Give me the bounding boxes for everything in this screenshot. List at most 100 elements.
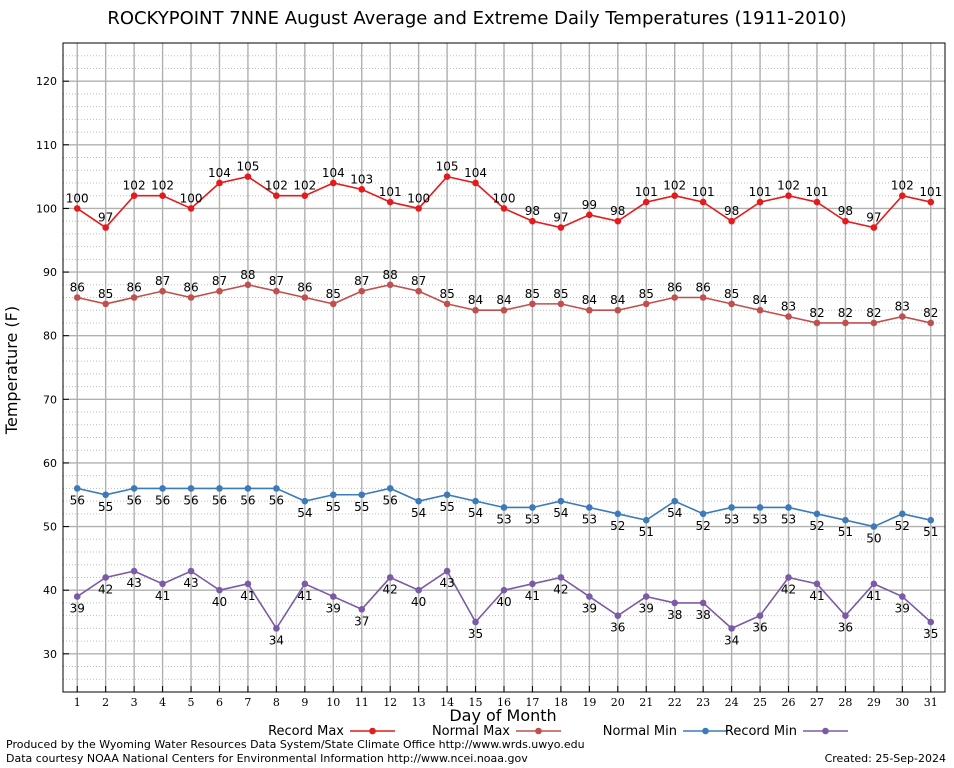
record-max-data-label: 102: [663, 179, 686, 193]
x-tick-label: 28: [838, 696, 852, 709]
record-min-data-label: 41: [866, 589, 881, 603]
x-tick-label: 26: [782, 696, 796, 709]
normal-min-point: [870, 523, 878, 530]
normal-min-series: 56 55 56 56 56 56 56 56 54 55 55 56 54 55 54 53 53 54 53 52…: [70, 485, 938, 546]
normal-min-data-label: 56: [155, 493, 170, 507]
record-max-point: [586, 211, 593, 219]
normal-min-legend-label: Normal Min: [603, 724, 677, 738]
normal-max-point: [756, 306, 764, 314]
record-max-point: [785, 192, 792, 200]
normal-max-data-label: 85: [525, 287, 540, 301]
record-max-point: [301, 192, 309, 200]
normal-max-data-label: 85: [98, 287, 113, 301]
normal-min-point: [813, 510, 821, 518]
normal-max-data-label: 87: [269, 274, 284, 288]
record-max-data-label: 98: [610, 204, 625, 218]
normal-max-data-label: 82: [866, 306, 881, 320]
record-max-data-label: 102: [293, 179, 316, 193]
record-max-point: [927, 198, 935, 206]
normal-max-point: [159, 287, 166, 295]
normal-max-data-label: 86: [696, 281, 711, 295]
record-max-data-label: 102: [777, 179, 800, 193]
record-max-point: [614, 217, 622, 225]
normal-max-point: [358, 287, 366, 295]
normal-min-data-label: 53: [752, 512, 767, 526]
record-min-point: [927, 618, 935, 626]
record-min-data-label: 41: [525, 589, 540, 603]
x-tick-label: 31: [924, 696, 938, 709]
normal-min-point: [358, 491, 366, 499]
record-min-data-label: 40: [411, 595, 426, 609]
normal-min-data-label: 55: [326, 500, 341, 514]
normal-max-point: [529, 300, 536, 308]
normal-max-data-label: 85: [639, 287, 654, 301]
record-min-data-label: 39: [639, 602, 654, 616]
x-tick-label: 30: [895, 696, 909, 709]
normal-max-data-label: 84: [468, 293, 483, 307]
x-tick-label: 20: [611, 696, 625, 709]
record-max-data-label: 104: [464, 166, 487, 180]
record-max-data-label: 103: [350, 172, 373, 186]
x-tick-label: 8: [273, 696, 280, 709]
normal-max-data-label: 87: [411, 274, 426, 288]
record-max-point: [159, 192, 166, 200]
normal-max-data-label: 87: [354, 274, 369, 288]
normal-max-data-label: 83: [895, 300, 910, 314]
normal-max-data-label: 86: [667, 281, 682, 295]
normal-max-data-label: 82: [923, 306, 938, 320]
record-max-data-label: 100: [493, 191, 516, 205]
record-min-point: [842, 612, 849, 619]
normal-min-point: [73, 485, 81, 492]
record-min-point: [244, 580, 252, 588]
record-max-data-label: 97: [98, 211, 113, 225]
normal-max-point: [386, 281, 394, 289]
record-min-data-label: 36: [838, 621, 853, 635]
record-max-point: [529, 217, 536, 225]
record-min-point: [472, 618, 479, 626]
record-min-point: [130, 567, 138, 575]
created-date: Created: 25-Sep-2024: [824, 752, 946, 765]
record-max-data-label: 99: [582, 198, 597, 212]
normal-min-point: [301, 497, 309, 505]
record-min-data-label: 40: [212, 595, 227, 609]
credit-line-2: Data courtesy NOAA National Centers for …: [6, 752, 528, 765]
x-tick-label: 1: [74, 696, 81, 709]
normal-min-data-label: 51: [838, 525, 853, 539]
normal-min-data-label: 53: [525, 512, 540, 526]
record-min-data-label: 43: [126, 576, 141, 590]
record-max-data-label: 104: [208, 166, 231, 180]
record-max-data-label: 98: [838, 204, 853, 218]
normal-max-point: [842, 319, 849, 327]
record-max-point: [386, 198, 394, 206]
record-max-point: [813, 198, 821, 206]
normal-min-data-label: 54: [667, 506, 682, 520]
record-max-data-label: 101: [919, 185, 942, 199]
record-min-point: [529, 580, 536, 588]
legend: Record Max Normal Max Normal Min Record Min: [268, 724, 848, 738]
record-max-data-label: 102: [151, 179, 174, 193]
normal-max-legend-label: Normal Max: [432, 724, 510, 738]
record-min-data-label: 40: [496, 595, 511, 609]
record-min-legend-marker: [822, 727, 829, 735]
normal-max-point: [642, 300, 650, 308]
record-min-point: [329, 593, 337, 600]
x-tick-label: 3: [131, 696, 138, 709]
record-min-data-label: 34: [724, 633, 739, 647]
record-max-data-label: 97: [866, 211, 881, 225]
record-max-data-label: 102: [891, 179, 914, 193]
normal-max-data-label: 87: [212, 274, 227, 288]
normal-min-data-label: 51: [923, 525, 938, 539]
y-tick-label: 50: [43, 521, 57, 534]
normal-max-point: [273, 287, 280, 295]
record-max-data-label: 101: [635, 185, 658, 199]
record-min-data-label: 41: [240, 589, 255, 603]
normal-min-point: [756, 504, 764, 511]
normal-min-point: [614, 510, 622, 518]
normal-min-data-label: 55: [98, 500, 113, 514]
record-max-point: [73, 205, 81, 212]
normal-max-point: [870, 319, 878, 327]
record-max-point: [642, 198, 650, 206]
x-tick-label: 13: [412, 696, 426, 709]
record-min-point: [785, 574, 792, 581]
